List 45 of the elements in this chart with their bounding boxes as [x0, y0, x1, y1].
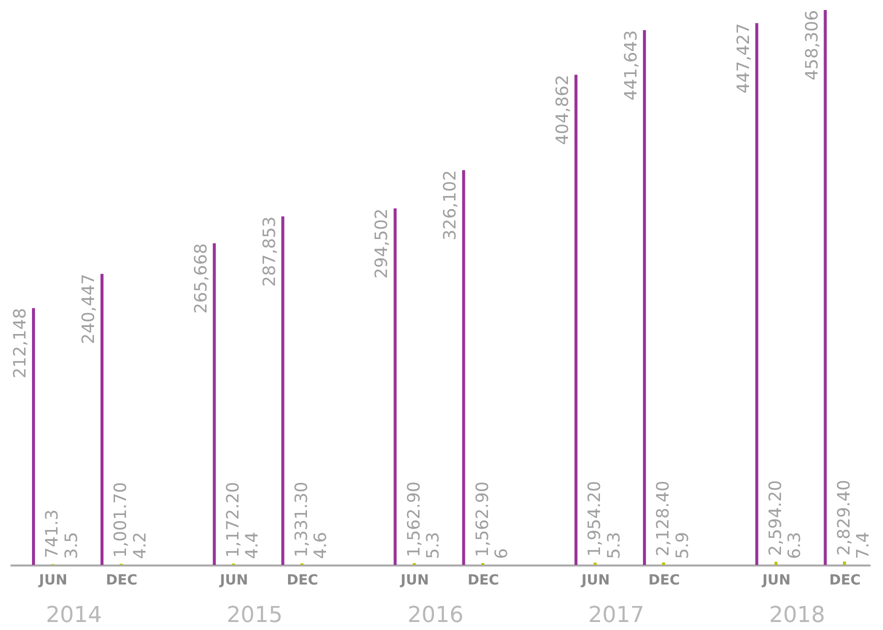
data-label: 240,447 [78, 274, 99, 344]
data-label: 2,128.40 [654, 480, 674, 556]
x-tick-label: DEC [648, 572, 680, 588]
data-label: 5.3 [604, 532, 624, 559]
text: 2014 [46, 603, 102, 628]
text: 2017 [588, 603, 644, 628]
data-label: 4.6 [311, 532, 332, 559]
data-label: 1,562.90 [404, 481, 424, 558]
text: 2015 [226, 603, 283, 628]
data-label: 3.5 [62, 532, 82, 559]
x-tick-label: DEC [468, 572, 500, 588]
data-label: 447,427 [734, 23, 754, 94]
data-label: 294,502 [372, 208, 392, 279]
data-label: 326,102 [440, 170, 461, 240]
data-label: 458,306 [802, 10, 822, 80]
data-label: 5.3 [423, 532, 444, 559]
x-tick-label: JUN [761, 572, 791, 588]
text: 2018 [769, 603, 826, 628]
data-label: 4.2 [130, 532, 150, 559]
data-label: 287,853 [260, 216, 280, 287]
text: 2016 [407, 603, 464, 628]
data-label: 5.9 [672, 532, 693, 559]
x-tick-label: DEC [286, 572, 318, 588]
x-tick-label: DEC [829, 572, 861, 588]
x-tick-label: JUN [38, 572, 68, 588]
data-label: 1,331.30 [292, 482, 312, 558]
data-label: 1,001.70 [111, 482, 132, 558]
data-label: 2,829.40 [834, 480, 854, 556]
data-label: 1,562.90 [472, 481, 493, 558]
x-tick-label: JUN [580, 572, 610, 588]
data-label: 265,668 [191, 243, 212, 314]
data-label: 741.3 [42, 509, 63, 558]
data-label: 1,172.20 [223, 482, 244, 558]
data-label: 6 [492, 548, 512, 559]
data-label: 2,594.20 [766, 480, 786, 556]
x-tick-label: JUN [218, 572, 248, 588]
data-label: 6.3 [785, 532, 806, 559]
data-label: 441,643 [621, 30, 642, 100]
data-label: 404,862 [552, 74, 573, 146]
data-label: 1,954.20 [585, 480, 606, 557]
data-label: 212,148 [10, 308, 30, 378]
data-label: 7.4 [854, 532, 874, 559]
data-label: 4.4 [242, 532, 263, 559]
x-tick-label: DEC [106, 572, 138, 588]
x-tick-label: JUN [400, 572, 429, 588]
